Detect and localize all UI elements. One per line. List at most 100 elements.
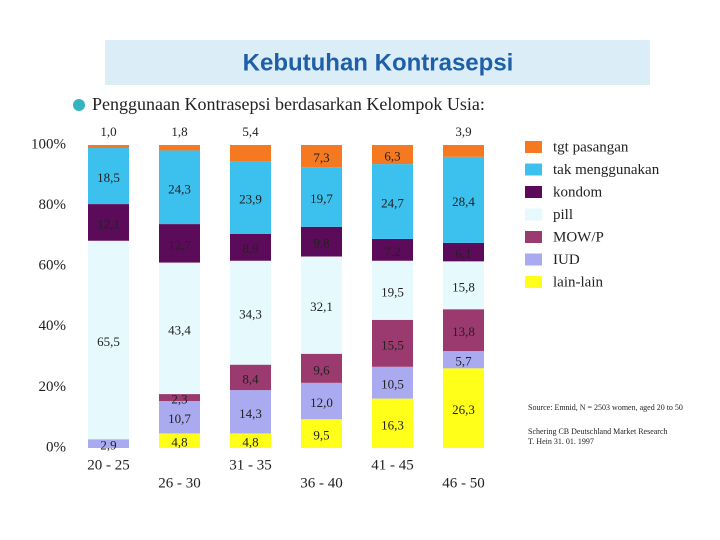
y-tick-label: 0% (46, 439, 66, 455)
legend-swatch (525, 141, 542, 153)
x-tick-label: 41 - 45 (371, 457, 414, 473)
bar-segment (88, 240, 129, 440)
value-label: 13,8 (452, 324, 475, 339)
bar-segment (230, 390, 271, 434)
value-label: 14,3 (239, 406, 262, 421)
value-label: 19,5 (381, 284, 404, 299)
bar-segment (88, 439, 129, 448)
value-label: 1,0 (100, 124, 116, 139)
value-label: 5,7 (455, 354, 472, 369)
value-label: 5,4 (242, 124, 259, 139)
bar-segment (372, 398, 413, 448)
x-tick-label: 31 - 35 (229, 457, 272, 473)
bar-segment (443, 156, 484, 243)
value-label: 15,8 (452, 279, 475, 294)
value-label: 24,7 (381, 195, 404, 210)
legend-swatch (525, 253, 542, 266)
legend-swatch (525, 208, 542, 221)
legend-swatch (525, 231, 542, 243)
legend-label: tak menggunakan (553, 162, 660, 178)
y-tick-label: 100% (31, 136, 66, 152)
value-label: 12,7 (168, 237, 191, 252)
bar-segment (372, 366, 413, 399)
bar-segment (443, 368, 484, 448)
value-label: 9,8 (313, 236, 329, 251)
value-label: 7,3 (313, 150, 329, 165)
bar-segment (88, 148, 129, 205)
bar-segment (159, 224, 200, 263)
x-tick-label: 36 - 40 (300, 475, 343, 491)
value-label: 1,8 (171, 124, 187, 139)
legend-label: lain-lain (553, 274, 603, 290)
value-label: 24,3 (168, 181, 191, 196)
bar-segment (230, 364, 271, 391)
bullet (73, 99, 85, 111)
value-label: 15,5 (381, 337, 404, 352)
bar-segment (159, 401, 200, 434)
value-label: 9,6 (313, 362, 330, 377)
legend-label: MOW/P (553, 229, 604, 245)
value-label: 3,9 (455, 124, 471, 139)
x-tick-label: 26 - 30 (158, 475, 201, 491)
bar-segment (159, 150, 200, 225)
bar-segment (230, 145, 271, 162)
bar-segment (159, 262, 200, 395)
bar-segment (443, 309, 484, 352)
bar-segment (372, 164, 413, 239)
legend-swatch (525, 276, 542, 288)
value-label: 6,1 (455, 246, 471, 261)
bar-segment (301, 419, 342, 448)
bar-segment (443, 351, 484, 369)
value-label: 2,9 (100, 438, 116, 453)
bar-segment (88, 204, 129, 241)
value-label: 32,1 (310, 299, 333, 314)
bar-segment (159, 433, 200, 448)
bar-segment (301, 353, 342, 383)
value-label: 18,5 (97, 170, 120, 185)
y-tick-label: 60% (39, 258, 67, 274)
value-label: 16,3 (381, 417, 404, 432)
source: Schering CB Deutschland Market Research (528, 427, 668, 436)
bar-segment (301, 167, 342, 227)
y-tick-label: 20% (39, 379, 67, 395)
value-label: 19,7 (310, 191, 333, 206)
legend-label: pill (553, 207, 573, 223)
value-label: 10,5 (381, 377, 404, 392)
bar-segment (301, 145, 342, 168)
bar-segment (372, 260, 413, 320)
legend-label: tgt pasangan (553, 139, 629, 155)
legend-swatch (525, 186, 542, 198)
legend-swatch (525, 163, 542, 176)
bar-segment (159, 394, 200, 402)
subtitle: Penggunaan Kontrasepsi berdasarkan Kelom… (92, 94, 485, 114)
legend-label: kondom (553, 184, 603, 200)
value-label: 9,5 (313, 428, 329, 443)
value-label: 34,3 (239, 307, 262, 322)
value-label: 8,9 (242, 241, 258, 256)
value-label: 43,4 (168, 322, 191, 337)
value-label: 12,0 (310, 395, 333, 410)
bar-segment (301, 256, 342, 354)
bar-segment (230, 161, 271, 234)
y-tick-label: 40% (39, 318, 67, 334)
bar-segment (159, 145, 200, 151)
value-label: 28,4 (452, 194, 475, 209)
bar-segment (372, 319, 413, 367)
value-label: 2,3 (171, 392, 187, 407)
slide-title: Kebutuhan Kontrasepsi (243, 49, 514, 76)
bar-segment (372, 238, 413, 261)
bar-segment (372, 145, 413, 165)
bar-segment (230, 433, 271, 448)
value-label: 6,3 (384, 149, 400, 164)
y-tick-label: 80% (39, 197, 67, 213)
value-label: 8,4 (242, 371, 259, 386)
value-label: 10,7 (168, 411, 191, 426)
value-label: 65,5 (97, 334, 120, 349)
bar-segment (230, 260, 271, 365)
bar-segment (443, 261, 484, 310)
source: T. Hein 31. 01. 1997 (528, 437, 594, 446)
value-label: 4,8 (242, 435, 258, 450)
source: Source: Emnid, N = 2503 women, aged 20 t… (528, 403, 683, 412)
value-label: 4,8 (171, 435, 187, 450)
bar-segment (443, 242, 484, 262)
